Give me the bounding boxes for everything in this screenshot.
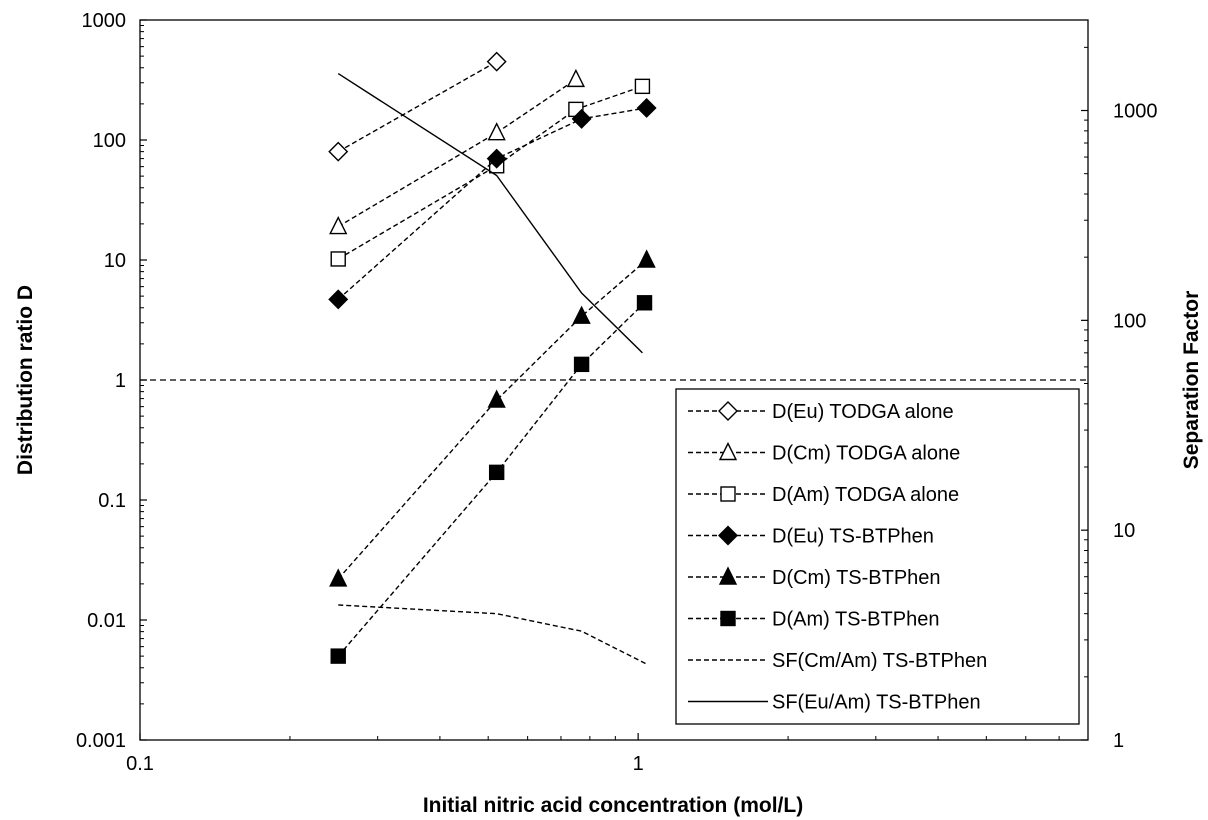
data-point-d-eu-ts-btphen <box>486 148 507 169</box>
y-tick-label: 0.001 <box>76 730 126 752</box>
data-point-d-am-todga-alone <box>634 78 651 95</box>
series-line-d-am-ts-btphen <box>337 302 646 657</box>
legend-swatch-marker <box>720 486 736 502</box>
data-point-d-cm-ts-btphen <box>487 389 506 408</box>
legend-swatch-marker <box>718 525 738 546</box>
data-point-d-cm-todga-alone <box>329 215 348 235</box>
series-d-eu-ts-btphen <box>328 97 657 310</box>
y2-tick-label: 1000 <box>1113 101 1158 123</box>
legend-item-d-eu-todga-alone: D(Eu) TODGA alone <box>688 401 954 423</box>
legend-swatch-marker <box>720 610 736 627</box>
data-point-d-am-ts-btphen <box>488 464 505 481</box>
data-point-d-eu-ts-btphen <box>636 97 657 118</box>
y-tick-label: 100 <box>93 130 126 152</box>
legend-item-d-cm-todga-alone: D(Cm) TODGA alone <box>688 441 960 465</box>
legend-item-d-am-ts-btphen: D(Am) TS-BTPhen <box>688 609 939 631</box>
legend-label: D(Eu) TODGA alone <box>772 401 954 423</box>
series-d-am-todga-alone <box>330 78 651 267</box>
y2-tick-label: 100 <box>1113 310 1146 332</box>
data-point-d-cm-todga-alone <box>566 68 586 88</box>
series-line-d-eu-todga-alone <box>337 61 498 153</box>
series-line-d-am-todga-alone <box>337 85 643 260</box>
y-axis-title: Distribution ratio D <box>14 285 37 475</box>
legend-swatch-marker <box>718 401 738 421</box>
y-tick-label: 10 <box>104 250 126 272</box>
data-point-d-am-ts-btphen <box>636 295 653 311</box>
series-sf-eu-am-ts-btphen <box>337 72 643 354</box>
data-point-d-cm-ts-btphen <box>572 305 591 324</box>
legend-label: D(Eu) TS-BTPhen <box>772 526 934 548</box>
data-point-d-am-ts-btphen <box>330 648 346 664</box>
y-tick-label: 1 <box>115 370 126 392</box>
y-tick-label: 1000 <box>82 10 127 32</box>
data-point-d-cm-todga-alone <box>487 122 506 141</box>
x-axis-title: Initial nitric acid concentration (mol/L… <box>423 794 803 817</box>
data-point-d-eu-ts-btphen <box>571 108 592 129</box>
series-line-sf-cm-am-ts-btphen <box>338 604 647 665</box>
data-point-d-eu-todga-alone <box>486 51 507 72</box>
y2-tick-label: 1 <box>1113 730 1124 752</box>
series-d-cm-todga-alone <box>329 68 586 235</box>
data-point-d-eu-ts-btphen <box>328 289 349 310</box>
legend-label: D(Cm) TS-BTPhen <box>772 567 941 589</box>
data-point-d-am-ts-btphen <box>573 356 590 373</box>
data-point-d-am-todga-alone <box>330 251 346 267</box>
series-d-cm-ts-btphen <box>329 249 656 587</box>
series-line-sf-eu-am-ts-btphen <box>337 72 643 354</box>
y-tick-label: 0.1 <box>98 490 126 512</box>
x-tick-label: 1 <box>633 753 644 775</box>
series-line-d-eu-ts-btphen <box>337 107 647 300</box>
legend-item-sf-eu-am-ts-btphen: SF(Eu/Am) TS-BTPhen <box>688 692 981 714</box>
legend-label: D(Cm) TODGA alone <box>772 443 960 465</box>
legend-label: SF(Cm/Am) TS-BTPhen <box>772 650 987 672</box>
legend-item-sf-cm-am-ts-btphen: SF(Cm/Am) TS-BTPhen <box>688 650 987 672</box>
legend-item-d-eu-ts-btphen: D(Eu) TS-BTPhen <box>688 526 934 548</box>
series-d-eu-todga-alone <box>328 51 507 162</box>
y2-axis-title: Separation Factor <box>1180 291 1203 470</box>
legend-label: D(Am) TODGA alone <box>772 484 959 506</box>
legend-swatch-marker <box>718 441 738 461</box>
legend-item-d-am-todga-alone: D(Am) TODGA alone <box>688 484 959 506</box>
series-d-am-ts-btphen <box>330 295 653 664</box>
data-point-d-cm-ts-btphen <box>329 568 348 587</box>
legend-box <box>675 388 1080 725</box>
y2-tick-label: 10 <box>1113 520 1135 542</box>
x-tick-label: 0.1 <box>126 753 154 775</box>
series-line-d-cm-ts-btphen <box>337 259 648 580</box>
data-point-d-cm-ts-btphen <box>637 249 656 268</box>
data-point-d-eu-todga-alone <box>328 141 349 162</box>
legend-label: SF(Eu/Am) TS-BTPhen <box>772 692 981 714</box>
legend-swatch-marker <box>718 566 738 585</box>
y-tick-label: 0.01 <box>87 610 126 632</box>
series-line-d-cm-todga-alone <box>337 78 577 228</box>
legend-label: D(Am) TS-BTPhen <box>772 609 939 631</box>
legend-item-d-cm-ts-btphen: D(Cm) TS-BTPhen <box>688 566 941 589</box>
series-sf-cm-am-ts-btphen <box>338 604 647 665</box>
